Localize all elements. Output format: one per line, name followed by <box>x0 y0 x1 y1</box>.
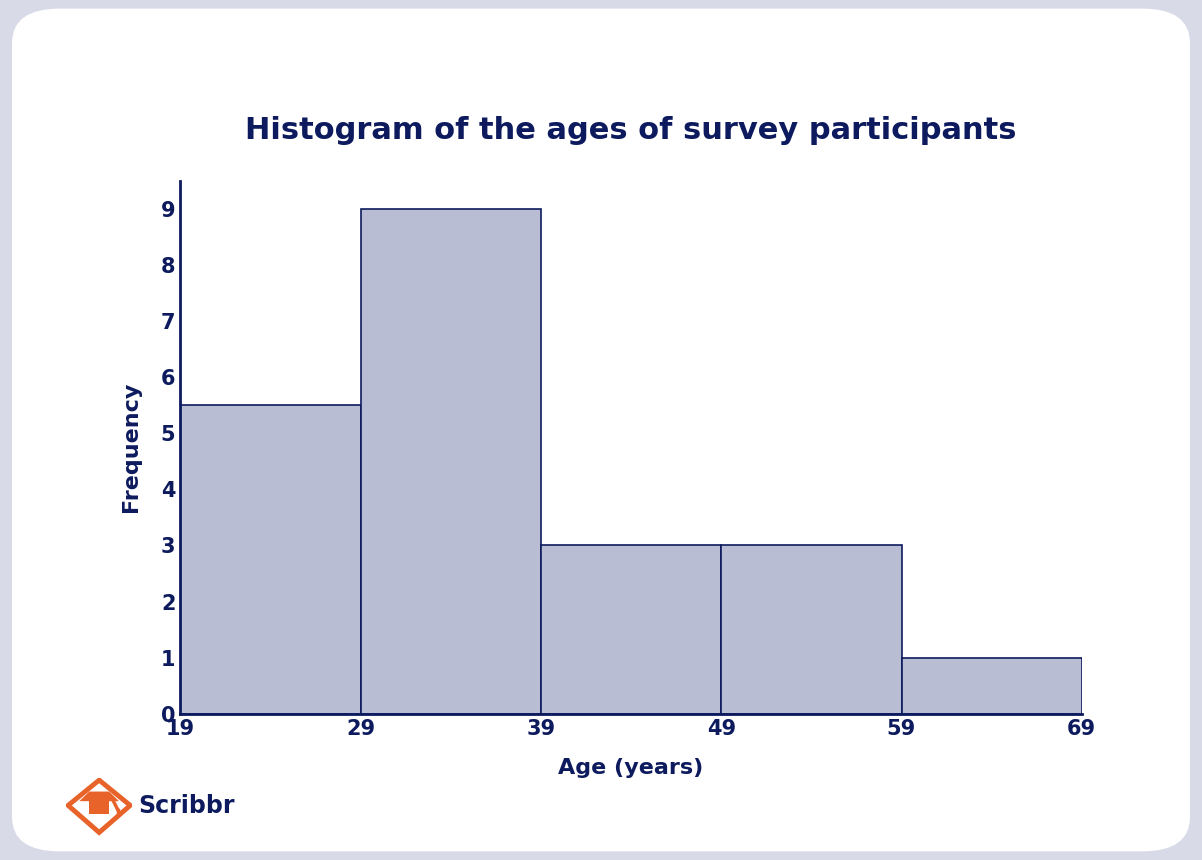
Polygon shape <box>69 780 130 832</box>
Bar <box>541 545 721 714</box>
Bar <box>902 658 1082 714</box>
Polygon shape <box>79 791 119 802</box>
Bar <box>361 209 541 714</box>
Bar <box>721 545 902 714</box>
X-axis label: Age (years): Age (years) <box>559 759 703 778</box>
Bar <box>180 405 361 714</box>
Y-axis label: Frequency: Frequency <box>121 382 142 513</box>
Title: Histogram of the ages of survey participants: Histogram of the ages of survey particip… <box>245 116 1017 145</box>
Polygon shape <box>89 802 109 814</box>
Text: Scribbr: Scribbr <box>138 794 234 818</box>
